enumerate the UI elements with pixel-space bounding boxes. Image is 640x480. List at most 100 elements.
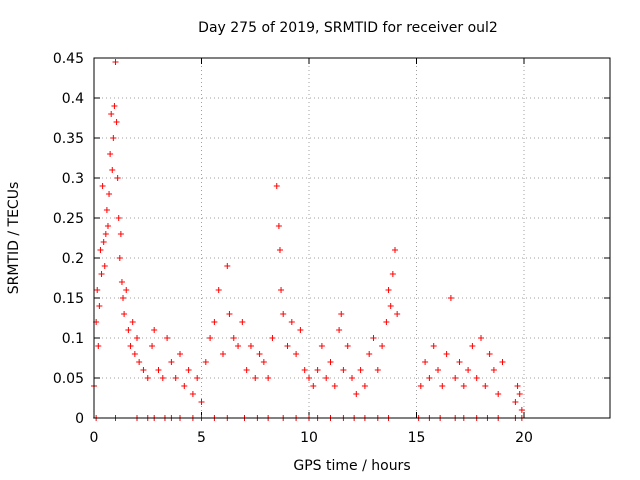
data-point — [430, 343, 437, 349]
data-point — [516, 391, 523, 397]
data-point — [97, 247, 104, 253]
data-point — [256, 351, 263, 357]
data-point — [338, 311, 345, 317]
data-point — [207, 335, 214, 341]
data-point — [486, 351, 493, 357]
y-tick-label: 0.2 — [62, 251, 84, 267]
data-point — [155, 367, 162, 373]
data-point — [293, 351, 300, 357]
y-tick-label: 0.1 — [62, 331, 84, 347]
data-point — [123, 287, 130, 293]
data-point — [111, 103, 118, 109]
data-point — [95, 343, 102, 349]
data-point — [439, 383, 446, 389]
data-point — [387, 303, 394, 309]
y-tick-label: 0.05 — [53, 371, 84, 387]
data-point — [443, 351, 450, 357]
data-point — [306, 375, 312, 381]
data-point — [473, 375, 480, 381]
data-point — [226, 311, 233, 317]
data-point — [99, 183, 106, 189]
data-point — [121, 311, 128, 317]
y-tick-label: 0.15 — [53, 291, 84, 307]
data-point — [452, 375, 459, 381]
data-point — [383, 319, 390, 325]
data-point — [273, 183, 280, 189]
data-point — [276, 247, 283, 253]
y-tick-label: 0.25 — [53, 211, 84, 227]
data-point — [235, 343, 242, 349]
data-point — [220, 351, 226, 357]
grid-lines — [94, 58, 610, 418]
data-point — [252, 375, 259, 381]
data-point — [144, 375, 151, 381]
data-point — [110, 135, 117, 141]
data-point — [499, 359, 506, 365]
data-point — [247, 343, 254, 349]
data-point — [185, 367, 192, 373]
data-point — [94, 287, 101, 293]
data-point — [164, 335, 171, 341]
data-point — [168, 359, 175, 365]
data-point — [100, 239, 107, 245]
data-point — [118, 279, 125, 285]
data-point — [278, 287, 285, 293]
data-point — [108, 111, 115, 117]
data-point — [389, 271, 396, 277]
data-point — [297, 327, 304, 333]
data-point — [107, 151, 114, 157]
data-point — [198, 399, 205, 405]
data-point — [129, 319, 136, 325]
data-point — [478, 335, 484, 341]
data-point — [102, 231, 109, 237]
data-point — [189, 391, 196, 397]
data-points — [91, 59, 525, 421]
data-point — [181, 383, 188, 389]
data-point — [385, 287, 392, 293]
data-point — [106, 191, 113, 197]
data-point — [96, 303, 103, 309]
data-point — [318, 343, 325, 349]
data-point — [327, 359, 334, 365]
x-tick-label: 5 — [197, 430, 206, 446]
axis-ticks: 0 0.05 0.1 0.15 0.2 0.25 0.3 0.35 0.4 0.45 0 5 10 15 2… — [53, 51, 610, 446]
data-point — [374, 367, 381, 373]
data-point — [323, 375, 330, 381]
x-axis-label: GPS time / hours — [293, 458, 410, 474]
data-point — [469, 343, 476, 349]
y-axis-label: SRMTID / TECUs — [6, 182, 22, 295]
data-point — [394, 311, 401, 317]
data-point — [357, 367, 364, 373]
data-point — [426, 375, 433, 381]
data-point — [366, 351, 373, 357]
x-tick-label: 0 — [90, 430, 99, 446]
data-point — [280, 311, 287, 317]
data-point — [103, 207, 110, 213]
data-point — [331, 383, 338, 389]
y-tick-label: 0.4 — [62, 91, 84, 107]
data-point — [349, 375, 355, 381]
data-point — [460, 383, 467, 389]
data-point — [140, 367, 147, 373]
chart-title: Day 275 of 2019, SRMTID for receiver oul… — [198, 20, 498, 36]
data-point — [151, 327, 158, 333]
data-point — [336, 327, 343, 333]
data-point — [224, 263, 231, 269]
data-point — [104, 223, 111, 229]
x-tick-label: 20 — [515, 430, 533, 446]
data-point — [120, 295, 127, 301]
data-point — [116, 255, 123, 261]
data-point — [134, 335, 140, 341]
data-point — [512, 399, 519, 405]
data-point — [243, 367, 250, 373]
data-point — [435, 367, 441, 373]
plot-frame — [93, 57, 611, 419]
data-point — [136, 359, 143, 365]
data-point — [361, 383, 368, 389]
data-point — [98, 271, 105, 277]
data-point — [239, 319, 246, 325]
x-tick-label: 10 — [300, 430, 318, 446]
y-tick-label: 0.35 — [53, 131, 84, 147]
data-point — [230, 335, 237, 341]
